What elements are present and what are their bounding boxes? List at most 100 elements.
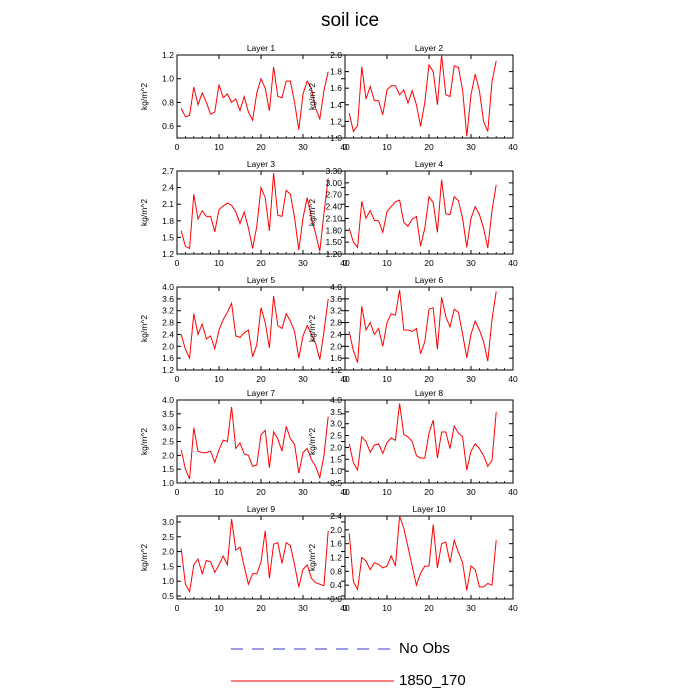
y-tick-label: 2.0 <box>330 442 342 452</box>
y-tick-label: 1.2 <box>330 116 342 126</box>
y-tick-label: 3.30 <box>325 166 342 176</box>
y-tick-label: 4.0 <box>162 282 174 292</box>
y-tick-label: 1.8 <box>330 67 342 77</box>
y-tick-label: 3.6 <box>162 294 174 304</box>
y-tick-label: 0.8 <box>162 97 174 107</box>
panel-title: Layer 6 <box>415 275 444 285</box>
y-tick-label: 1.5 <box>162 464 174 474</box>
x-tick-label: 20 <box>424 142 434 152</box>
y-tick-label: 3.5 <box>330 407 342 417</box>
x-tick-label: 0 <box>175 374 180 384</box>
y-tick-label: 2.8 <box>330 318 342 328</box>
panel-layer-1: Layer 1 0 10 20 30 40 0.6 0.8 1.0 1.2 kg/m^2 <box>139 43 350 152</box>
x-tick-label: 10 <box>214 142 224 152</box>
y-tick-label: 2.7 <box>162 166 174 176</box>
x-tick-label: 20 <box>256 258 266 268</box>
y-tick-label: 1.0 <box>162 74 174 84</box>
x-tick-label: 20 <box>424 374 434 384</box>
x-tick-label: 20 <box>256 374 266 384</box>
panel-layer-2: Layer 20 10 20 30 401.01.21.41.61.82.0kg/m^2 <box>307 43 518 152</box>
x-tick-label: 30 <box>298 374 308 384</box>
x-tick-label: 10 <box>214 374 224 384</box>
x-tick-label: 30 <box>466 142 476 152</box>
y-axis-label: kg/m^2 <box>307 428 317 455</box>
x-tick-label: 40 <box>508 374 518 384</box>
y-tick-label: 0.5 <box>330 478 342 488</box>
x-tick-label: 10 <box>214 487 224 497</box>
figure-title: soil ice <box>320 10 380 31</box>
y-tick-label: 1.2 <box>162 50 174 60</box>
y-tick-label: 2.0 <box>162 341 174 351</box>
x-tick-label: 20 <box>256 603 266 613</box>
series-line-1850-170 <box>180 173 329 252</box>
x-tick-label: 10 <box>382 258 392 268</box>
y-tick-label: 2.5 <box>162 437 174 447</box>
y-tick-label: 1.5 <box>330 454 342 464</box>
x-tick-label: 40 <box>340 258 350 268</box>
panel-layer-9: Layer 9 0 10 20 30 40 0.5 1.0 1.5 2.0 2.5 3.0 kg/m^2 <box>139 504 350 613</box>
y-tick-label: 1.0 <box>162 478 174 488</box>
y-tick-label: 4.0 <box>330 282 342 292</box>
y-axis-label: kg/m^2 <box>139 83 149 110</box>
series-line-1850-170 <box>180 406 329 480</box>
panel-title: Layer 5 <box>247 275 276 285</box>
x-tick-label: 30 <box>466 374 476 384</box>
panel-layer-6: Layer 60 10 20 30 401.21.62.02.42.83.23.64.0… <box>307 275 518 384</box>
x-tick-label: 0 <box>343 258 348 268</box>
x-tick-label: 0 <box>175 487 180 497</box>
panel-layer-5: Layer 50 10 20 30 401.21.62.02.42.83.23.64.0… <box>139 275 350 384</box>
plot-frame <box>176 54 346 139</box>
y-axis-label: kg/m^2 <box>307 199 317 226</box>
y-tick-label: 1.2 <box>162 249 174 259</box>
y-axis-label: kg/m^2 <box>307 544 317 571</box>
y-tick-label: 2.10 <box>325 213 342 223</box>
y-tick-label: 0.4 <box>330 580 342 590</box>
plot-frame <box>344 170 514 255</box>
panel-layer-10: Layer 100 10 20 30 400.00.40.81.21.62.02.4kg… <box>307 504 518 613</box>
x-tick-label: 40 <box>340 374 350 384</box>
y-tick-label: 1.6 <box>330 83 342 93</box>
y-tick-label: 1.2 <box>330 365 342 375</box>
plot-frame <box>176 515 346 600</box>
y-tick-label: 3.5 <box>162 409 174 419</box>
x-tick-label: 30 <box>298 603 308 613</box>
panel-title: Layer 8 <box>415 388 444 398</box>
y-tick-label: 1.0 <box>330 133 342 143</box>
y-tick-label: 1.20 <box>325 249 342 259</box>
x-tick-label: 20 <box>256 487 266 497</box>
y-tick-label: 2.4 <box>162 183 174 193</box>
y-tick-label: 1.80 <box>325 225 342 235</box>
y-tick-label: 3.0 <box>330 419 342 429</box>
x-tick-label: 30 <box>298 487 308 497</box>
y-tick-label: 2.1 <box>162 199 174 209</box>
y-tick-label: 1.6 <box>330 353 342 363</box>
panel-layer-4: Layer 40 10 20 30 401.201.501.802.102.402.70… <box>307 159 518 268</box>
x-tick-label: 10 <box>382 142 392 152</box>
panel-layer-8: Layer 80 10 20 30 400.51.01.52.02.53.03.54.0… <box>307 388 518 497</box>
y-tick-label: 4.0 <box>162 395 174 405</box>
y-tick-label: 1.5 <box>162 561 174 571</box>
y-tick-label: 3.0 <box>162 517 174 527</box>
y-tick-label: 2.4 <box>162 329 174 339</box>
plot-frame <box>176 170 346 255</box>
y-tick-label: 2.0 <box>330 50 342 60</box>
y-tick-label: 4.0 <box>330 395 342 405</box>
y-tick-label: 1.2 <box>162 365 174 375</box>
y-tick-label: 2.0 <box>330 525 342 535</box>
series-line-1850-170 <box>348 515 497 591</box>
panel-title: Layer 4 <box>415 159 444 169</box>
x-tick-label: 10 <box>382 374 392 384</box>
y-tick-label: 1.0 <box>330 466 342 476</box>
series-line-1850-170 <box>348 403 497 472</box>
x-tick-label: 10 <box>214 603 224 613</box>
x-tick-label: 40 <box>340 487 350 497</box>
x-tick-label: 30 <box>298 258 308 268</box>
x-tick-label: 40 <box>340 603 350 613</box>
y-tick-label: 2.5 <box>162 532 174 542</box>
x-tick-label: 0 <box>343 487 348 497</box>
y-tick-label: 1.6 <box>330 539 342 549</box>
series-line-1850-170 <box>180 518 329 594</box>
x-tick-label: 30 <box>298 142 308 152</box>
panel-title: Layer 10 <box>412 504 445 514</box>
plot-frame <box>344 515 514 600</box>
